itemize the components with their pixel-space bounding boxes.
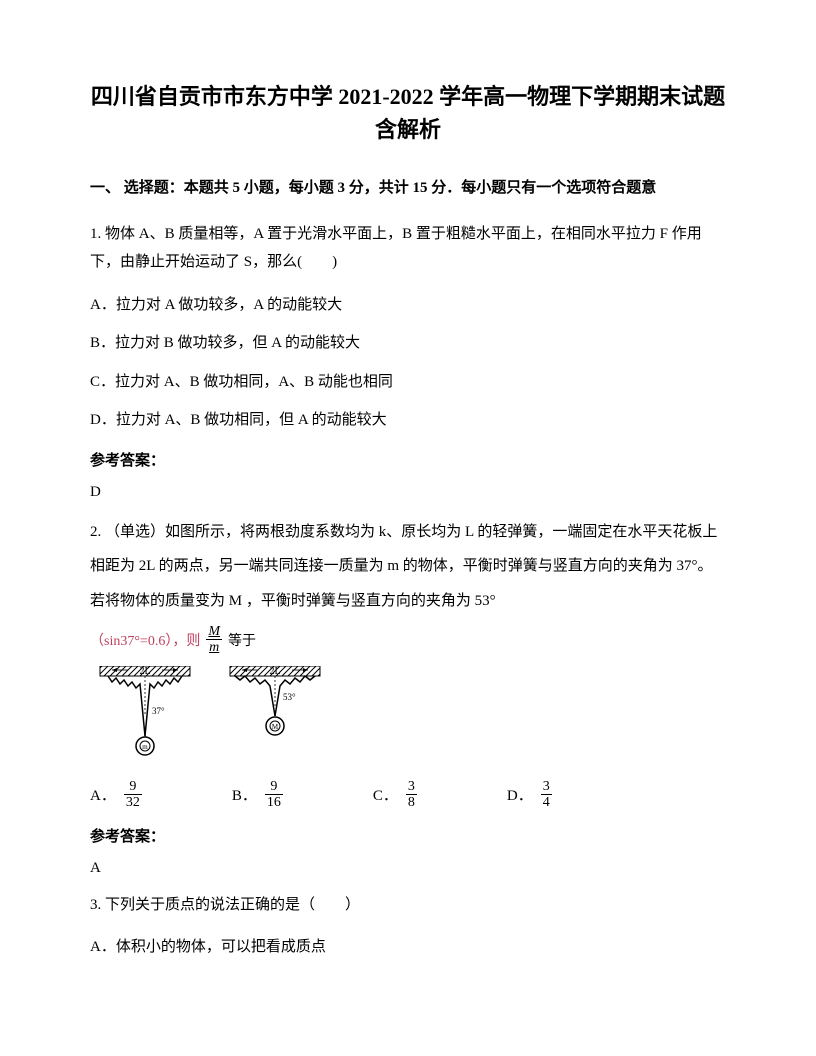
q2-frac-c: 3 8 — [406, 779, 417, 811]
q1-answer-label: 参考答案： — [90, 449, 726, 470]
frac-den: 32 — [124, 795, 142, 810]
frac-den: 4 — [541, 795, 552, 810]
q2-sin-prefix: （sin37°=0.6），则 — [90, 630, 200, 650]
frac-den: 8 — [406, 795, 417, 810]
q2-frac-a: 9 32 — [124, 779, 142, 811]
section-header: 一、 选择题：本题共 5 小题，每小题 3 分，共计 15 分．每小题只有一个选… — [90, 176, 726, 202]
q2-answer: A — [90, 860, 726, 877]
q2-frac-b: 9 16 — [265, 779, 283, 811]
opt-label-a: A． — [90, 784, 116, 805]
q2-option-d: D． 3 4 — [507, 779, 552, 811]
q1-text: 1. 物体 A、B 质量相等，A 置于光滑水平面上，B 置于粗糙水平面上，在相同… — [90, 220, 726, 277]
opt-label-c: C． — [373, 784, 398, 805]
q2-frac-d: 3 4 — [541, 779, 552, 811]
q2-option-a: A． 9 32 — [90, 779, 142, 811]
frac-num: 9 — [265, 779, 283, 795]
q1-option-b: B．拉力对 B 做功较多，但 A 的动能较大 — [90, 329, 726, 358]
q2-option-b: B． 9 16 — [232, 779, 283, 811]
diagram-right-label: 2L — [269, 666, 280, 677]
frac-den: 16 — [265, 795, 283, 810]
q2-options: A． 9 32 B． 9 16 C． 3 8 D． 3 4 — [90, 779, 726, 811]
q2-diagram-left: 2L 37° m — [90, 666, 200, 761]
q2-diagram-right: 2L 53° M — [220, 666, 330, 761]
diagram-right-angle: 53° — [283, 692, 296, 702]
q2-text: 2. （单选）如图所示，将两根劲度系数均为 k、原长均为 L 的轻弹簧，一端固定… — [90, 515, 726, 619]
diagram-left-label: 2L — [139, 666, 150, 677]
frac-num: 3 — [541, 779, 552, 795]
q2-frac-den: m — [206, 640, 222, 655]
q1-answer: D — [90, 484, 726, 501]
q1-option-a: A．拉力对 A 做功较多，A 的动能较大 — [90, 291, 726, 320]
svg-text:M: M — [272, 723, 279, 731]
frac-num: 9 — [124, 779, 142, 795]
q2-sin-line: （sin37°=0.6），则 M m 等于 — [90, 624, 726, 656]
svg-text:m: m — [142, 743, 148, 751]
q3-option-a: A．体积小的物体，可以把看成质点 — [90, 933, 726, 962]
frac-num: 3 — [406, 779, 417, 795]
q1-option-c: C．拉力对 A、B 做功相同，A、B 动能也相同 — [90, 368, 726, 397]
q3-text: 3. 下列关于质点的说法正确的是（ ） — [90, 891, 726, 920]
q2-diagrams: 2L 37° m 2L 53° M — [90, 666, 726, 761]
q2-frac-var: M m — [206, 624, 222, 656]
page-title: 四川省自贡市市东方中学 2021-2022 学年高一物理下学期期末试题含解析 — [90, 80, 726, 146]
diagram-left-angle: 37° — [152, 706, 165, 716]
q2-sin-suffix: 等于 — [228, 630, 256, 650]
q2-answer-label: 参考答案： — [90, 825, 726, 846]
q2-frac-num: M — [206, 624, 222, 640]
q1-option-d: D．拉力对 A、B 做功相同，但 A 的动能较大 — [90, 406, 726, 435]
opt-label-d: D． — [507, 784, 533, 805]
q2-option-c: C． 3 8 — [373, 779, 417, 811]
opt-label-b: B． — [232, 784, 257, 805]
